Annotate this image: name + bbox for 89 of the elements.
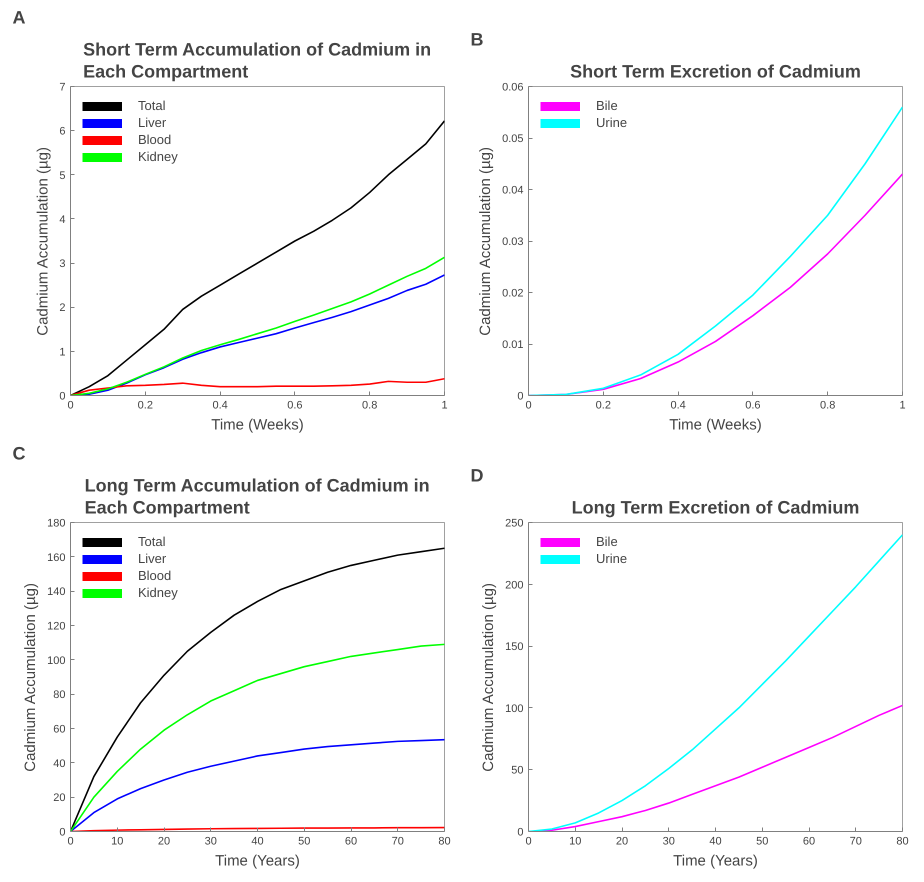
x-tick-label: 50 <box>298 836 310 848</box>
y-tick-label: 7 <box>59 82 66 94</box>
x-tick-label: 20 <box>158 836 170 848</box>
y-tick-label: 20 <box>53 792 66 804</box>
x-axis-title: Time (Years) <box>673 852 758 870</box>
y-tick-label: 80 <box>53 689 66 702</box>
x-tick-label: 40 <box>709 836 722 848</box>
y-axis-title: Cadmium Accumulation (µg) <box>22 583 40 772</box>
x-tick-label: 0.2 <box>138 400 153 412</box>
legend-label: Liver <box>138 551 166 566</box>
legend-label: Bile <box>596 98 618 113</box>
y-tick-label: 0 <box>517 826 524 838</box>
y-tick-label: 2 <box>59 302 66 314</box>
x-tick-label: 30 <box>204 836 217 848</box>
legend-label: Blood <box>138 568 172 583</box>
y-tick-label: 140 <box>47 586 66 598</box>
y-tick-label: 0.06 <box>502 82 524 94</box>
chart-title: Short Term Excretion of Cadmium <box>570 62 861 82</box>
y-tick-label: 120 <box>47 620 66 632</box>
y-tick-label: 150 <box>505 641 524 654</box>
x-tick-label: 60 <box>344 836 358 848</box>
legend-label: Kidney <box>138 585 178 600</box>
y-tick-label: 180 <box>47 518 66 530</box>
y-tick-label: 0 <box>59 390 66 402</box>
x-tick-label: 0.8 <box>820 400 836 412</box>
y-tick-label: 250 <box>505 518 524 530</box>
x-tick-label: 10 <box>569 836 582 848</box>
y-tick-label: 3 <box>59 258 66 270</box>
x-tick-label: 0 <box>525 836 532 848</box>
y-tick-label: 0.01 <box>502 339 524 351</box>
y-tick-label: 6 <box>59 126 66 138</box>
x-axis-title: Time (Weeks) <box>669 416 762 434</box>
x-tick-label: 1 <box>899 400 906 412</box>
x-tick-label: 30 <box>662 836 675 848</box>
y-tick-label: 100 <box>505 702 524 715</box>
x-tick-label: 50 <box>756 836 768 848</box>
x-tick-label: 1 <box>441 400 448 412</box>
y-tick-label: 160 <box>47 552 66 564</box>
y-tick-label: 5 <box>59 170 66 182</box>
y-tick-label: 200 <box>505 579 524 592</box>
legend-label: Liver <box>138 115 166 130</box>
y-tick-label: 40 <box>53 758 66 770</box>
legend-label: Urine <box>596 115 628 130</box>
x-tick-label: 80 <box>896 836 909 848</box>
y-tick-label: 0 <box>59 826 66 838</box>
text: A <box>12 8 26 28</box>
text: D <box>470 466 484 486</box>
y-axis-title: Cadmium Accumulation (µg) <box>34 147 52 336</box>
y-tick-label: 100 <box>47 654 66 667</box>
y-tick-label: 0.02 <box>502 288 524 300</box>
chart-title: Long Term Excretion of Cadmium <box>572 498 860 518</box>
x-axis-title: Time (Weeks) <box>211 416 304 434</box>
y-tick-label: 0.05 <box>502 133 524 145</box>
x-tick-label: 70 <box>392 836 404 848</box>
legend-label: Total <box>138 534 166 549</box>
text: C <box>12 444 26 464</box>
y-tick-label: 0 <box>517 390 524 402</box>
y-tick-label: 4 <box>59 214 66 226</box>
x-tick-label: 0 <box>67 400 74 412</box>
y-tick-label: 50 <box>511 764 524 777</box>
legend-label: Blood <box>138 132 172 147</box>
chart-title: Long Term Accumulation of Cadmium in Each Compartment <box>84 476 430 518</box>
x-tick-label: 0.4 <box>670 400 686 412</box>
y-tick-label: 0.04 <box>502 184 524 196</box>
x-axis-title: Time (Years) <box>215 852 300 870</box>
x-tick-label: 0.4 <box>212 400 228 412</box>
x-tick-label: 20 <box>616 836 628 848</box>
x-tick-label: 0.6 <box>287 400 303 412</box>
x-tick-label: 10 <box>111 836 124 848</box>
x-tick-label: 0 <box>67 836 74 848</box>
y-axis-title: Cadmium Accumulation (µg) <box>480 583 498 772</box>
x-tick-label: 0 <box>525 400 532 412</box>
x-tick-label: 0.8 <box>362 400 378 412</box>
x-tick-label: 70 <box>850 836 862 848</box>
chart-title: Short Term Accumulation of Cadmium in Each Compartment <box>83 40 432 82</box>
text: B <box>470 30 484 50</box>
x-tick-label: 80 <box>438 836 451 848</box>
y-axis-title: Cadmium Accumulation (µg) <box>477 147 494 336</box>
y-tick-label: 60 <box>53 724 66 736</box>
legend-label: Kidney <box>138 149 178 164</box>
legend-label: Total <box>138 98 166 113</box>
y-tick-label: 1 <box>59 346 66 358</box>
x-tick-label: 0.6 <box>745 400 761 412</box>
x-tick-label: 60 <box>802 836 816 848</box>
y-tick-label: 0.03 <box>502 236 524 248</box>
legend-label: Urine <box>596 551 628 566</box>
x-tick-label: 0.2 <box>596 400 611 412</box>
legend-label: Bile <box>596 534 618 549</box>
x-tick-label: 40 <box>251 836 264 848</box>
